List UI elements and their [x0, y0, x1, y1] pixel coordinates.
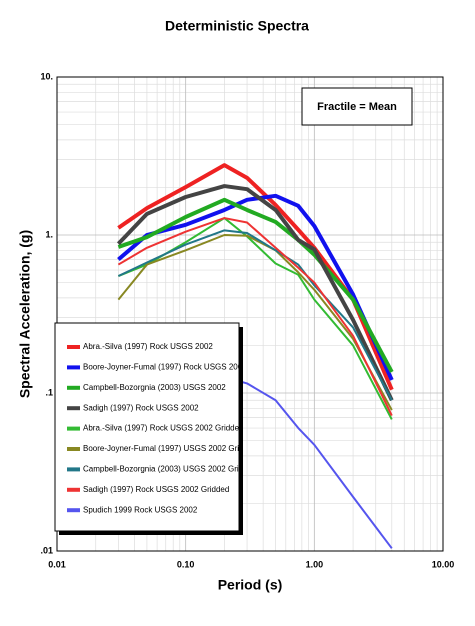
x-tick-label: 0.01 [48, 559, 66, 569]
series-line [117, 163, 394, 391]
series-line [117, 234, 393, 411]
series-line [224, 376, 393, 549]
y-tick-label: 10. [40, 71, 53, 81]
annotation-box [301, 87, 413, 126]
plot-frame [56, 76, 444, 552]
legend-label: Abra.-Silva (1997) Rock USGS 2002 Gridde… [83, 424, 244, 433]
legend-label: Abra.-Silva (1997) Rock USGS 2002 [83, 342, 213, 351]
legend-label: Boore-Joyner-Fumal (1997) USGS 2002 Grid… [83, 444, 257, 453]
chart-title: Deterministic Spectra [165, 18, 309, 34]
legend-label: Campbell-Bozorgnia (2003) USGS 2002 Grid… [83, 465, 256, 474]
legend: Abra.-Silva (1997) Rock USGS 2002 Boore-J… [67, 342, 257, 514]
series-line [117, 217, 393, 416]
legend-label: Sadigh (1997) Rock USGS 2002 Gridded [83, 485, 229, 494]
plot-lines [116, 163, 394, 549]
x-tick-label: 10.00 [432, 559, 455, 569]
annotation: Fractile = Mean [317, 101, 397, 113]
y-tick-label: .01 [40, 545, 53, 555]
legend-label: Boore-Joyner-Fumal (1997) Rock USGS 2002 [83, 363, 247, 372]
x-tick-label: 1.00 [306, 559, 324, 569]
series-line [117, 229, 393, 401]
series-line [116, 184, 394, 402]
legend-label: Sadigh (1997) Rock USGS 2002 [83, 403, 199, 412]
series-line [117, 197, 394, 373]
legend-box [54, 322, 240, 532]
x-axis-label: Period (s) [218, 577, 283, 593]
y-tick-label: 1. [45, 229, 53, 239]
legend-label: Spudich 1999 Rock USGS 2002 [83, 505, 198, 514]
legend-label: Campbell-Bozorgnia (2003) USGS 2002 [83, 383, 226, 392]
y-axis-label: Spectral Acceleration, (g) [17, 230, 33, 398]
y-tick-label: .1 [45, 387, 53, 397]
x-tick-label: 0.10 [177, 559, 195, 569]
